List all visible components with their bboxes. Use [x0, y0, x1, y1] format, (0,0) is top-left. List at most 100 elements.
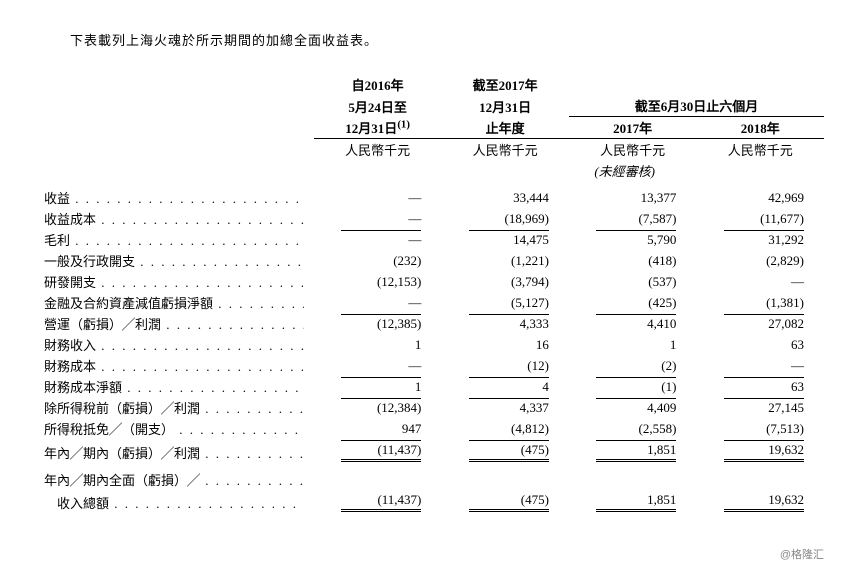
cell-value: — [696, 355, 824, 376]
hdr-col4: 2018年 [696, 117, 824, 139]
hdr-col1-l1: 自2016年 [314, 74, 442, 95]
hdr-span34: 截至6月30日止六個月 [569, 95, 824, 117]
cell-value [441, 469, 569, 490]
table-row: 一般及行政開支(232)(1,221)(418)(2,829) [40, 250, 824, 271]
cell-value: 4,410 [569, 313, 697, 334]
cell-value: (11,677) [696, 208, 824, 229]
cell-value: (5,127) [441, 292, 569, 313]
cell-value: (12,384) [314, 397, 442, 418]
row-label: 研發開支 [40, 271, 314, 292]
cell-value: — [314, 187, 442, 208]
cell-value: 4 [441, 376, 569, 397]
row-label: 財務成本淨額 [40, 376, 314, 397]
cell-value: 42,969 [696, 187, 824, 208]
row-label: 財務成本 [40, 355, 314, 376]
table-row: 財務成本淨額14(1)63 [40, 376, 824, 397]
cell-value: (7,513) [696, 418, 824, 439]
unit-3: 人民幣千元 [569, 139, 697, 161]
cell-value: (475) [441, 490, 569, 513]
cell-value: 4,337 [441, 397, 569, 418]
cell-value: (537) [569, 271, 697, 292]
row-label: 毛利 [40, 229, 314, 250]
cell-value: — [314, 292, 442, 313]
cell-value: (2) [569, 355, 697, 376]
hdr-col2-l3: 止年度 [441, 117, 569, 139]
cell-value: 27,145 [696, 397, 824, 418]
cell-value: (12,385) [314, 313, 442, 334]
intro-text: 下表載列上海火魂於所示期間的加總全面收益表。 [70, 30, 824, 49]
cell-value: 13,377 [569, 187, 697, 208]
cell-value: (418) [569, 250, 697, 271]
cell-value: 63 [696, 376, 824, 397]
cell-value: 4,409 [569, 397, 697, 418]
cell-value: (425) [569, 292, 697, 313]
table-row: 收益—33,44413,37742,969 [40, 187, 824, 208]
cell-value: (1,381) [696, 292, 824, 313]
table-row: 財務成本—(12)(2)— [40, 355, 824, 376]
cell-value: 1 [569, 334, 697, 355]
row-label: 年內╱期內全面（虧損）╱ [40, 469, 314, 490]
cell-value: (232) [314, 250, 442, 271]
cell-value: (1) [569, 376, 697, 397]
cell-value: (3,794) [441, 271, 569, 292]
table-row: 所得稅抵免╱（開支）947(4,812)(2,558)(7,513) [40, 418, 824, 439]
table-row: 營運（虧損）╱利潤(12,385)4,3334,41027,082 [40, 313, 824, 334]
cell-value: 1,851 [569, 439, 697, 463]
table-row: 收入總額(11,437)(475)1,85119,632 [40, 490, 824, 513]
cell-value: (12,153) [314, 271, 442, 292]
row-label: 金融及合約資產減值虧損淨額 [40, 292, 314, 313]
unit-4: 人民幣千元 [696, 139, 824, 161]
cell-value: 16 [441, 334, 569, 355]
row-label: 收入總額 [40, 490, 314, 513]
cell-value: — [314, 229, 442, 250]
income-statement-table: 自2016年 截至2017年 5月24日至 12月31日 截至6月30日止六個月… [40, 74, 824, 519]
table-row: 財務收入116163 [40, 334, 824, 355]
cell-value: 5,790 [569, 229, 697, 250]
cell-value: 14,475 [441, 229, 569, 250]
cell-value: (2,829) [696, 250, 824, 271]
cell-value: 63 [696, 334, 824, 355]
unit-1: 人民幣千元 [314, 139, 442, 161]
cell-value: 1,851 [569, 490, 697, 513]
row-label: 收益成本 [40, 208, 314, 229]
cell-value: 947 [314, 418, 442, 439]
table-row: 收益成本—(18,969)(7,587)(11,677) [40, 208, 824, 229]
cell-value: (2,558) [569, 418, 697, 439]
cell-value: 19,632 [696, 439, 824, 463]
cell-value: (1,221) [441, 250, 569, 271]
cell-value: (18,969) [441, 208, 569, 229]
hdr-col2-l2: 12月31日 [441, 95, 569, 117]
cell-value: 1 [314, 376, 442, 397]
cell-value: 33,444 [441, 187, 569, 208]
table-row: 金融及合約資產減值虧損淨額—(5,127)(425)(1,381) [40, 292, 824, 313]
hdr-col2-l1: 截至2017年 [441, 74, 569, 95]
row-label: 營運（虧損）╱利潤 [40, 313, 314, 334]
cell-value [569, 469, 697, 490]
cell-value [696, 469, 824, 490]
hdr-col3: 2017年 [569, 117, 697, 139]
row-label: 收益 [40, 187, 314, 208]
hdr-col1-l2: 5月24日至 [314, 95, 442, 117]
cell-value: — [314, 208, 442, 229]
cell-value: 1 [314, 334, 442, 355]
cell-value: (4,812) [441, 418, 569, 439]
row-label: 除所得稅前（虧損）╱利潤 [40, 397, 314, 418]
row-label: 財務收入 [40, 334, 314, 355]
cell-value [314, 469, 442, 490]
row-label: 年內╱期內（虧損）╱利潤 [40, 439, 314, 463]
cell-value: (12) [441, 355, 569, 376]
hdr-col1-l3: 12月31日(1) [314, 117, 442, 139]
table-row: 年內╱期內全面（虧損）╱ [40, 469, 824, 490]
cell-value: — [314, 355, 442, 376]
cell-value: 31,292 [696, 229, 824, 250]
cell-value: 19,632 [696, 490, 824, 513]
cell-value: 27,082 [696, 313, 824, 334]
table-row: 除所得稅前（虧損）╱利潤(12,384)4,3374,40927,145 [40, 397, 824, 418]
cell-value: (7,587) [569, 208, 697, 229]
unaudited-note: (未經審核) [569, 160, 697, 181]
cell-value: (11,437) [314, 439, 442, 463]
cell-value: — [696, 271, 824, 292]
cell-value: 4,333 [441, 313, 569, 334]
row-label: 所得稅抵免╱（開支） [40, 418, 314, 439]
cell-value: (475) [441, 439, 569, 463]
